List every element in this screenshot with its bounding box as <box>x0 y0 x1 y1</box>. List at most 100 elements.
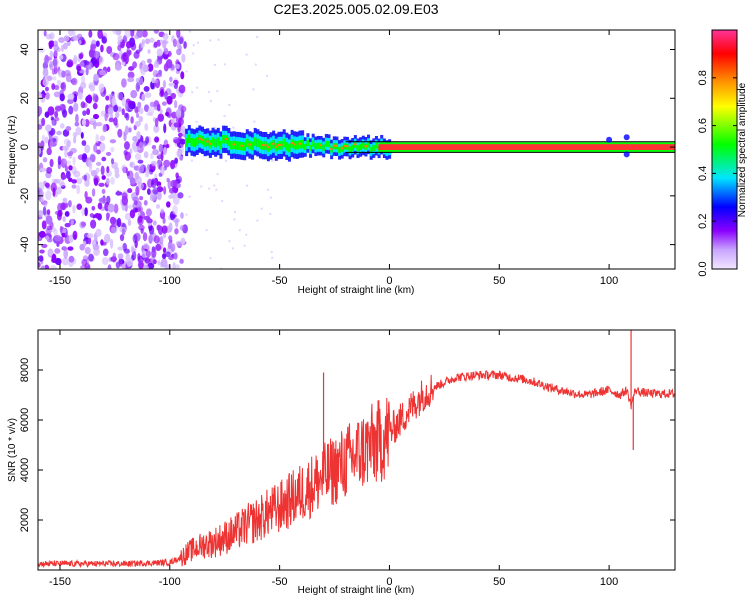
noise-speck <box>192 52 195 55</box>
noise-blob <box>61 231 66 238</box>
noise-blob <box>124 151 131 161</box>
noise-blob <box>162 39 167 49</box>
noise-blob <box>146 218 153 224</box>
figure-title: C2E3.2025.005.02.09.E03 <box>273 1 438 17</box>
noise-blob <box>93 143 98 153</box>
signal-inner <box>243 142 247 151</box>
noise-blob <box>159 108 163 115</box>
noise-blob <box>179 155 184 162</box>
noise-blob <box>163 123 167 134</box>
noise-blob <box>99 135 106 142</box>
noise-blob <box>72 230 78 240</box>
noise-blob <box>41 264 46 269</box>
noise-blob <box>110 226 117 234</box>
noise-blob <box>49 50 54 58</box>
y-tick-label: -20 <box>19 188 31 204</box>
noise-blob <box>135 82 141 92</box>
y-tick-label: 0 <box>19 144 31 150</box>
noise-blob <box>153 41 158 48</box>
noise-blob <box>62 109 68 118</box>
noise-blob <box>93 73 99 82</box>
noise-blob <box>161 101 167 106</box>
noise-speck <box>243 244 246 247</box>
noise-blob <box>152 149 160 156</box>
noise-speck <box>266 74 269 77</box>
noise-blob <box>130 245 135 254</box>
noise-blob <box>121 52 128 63</box>
noise-blob <box>80 101 86 109</box>
noise-blob <box>81 258 88 266</box>
signal-peak <box>261 144 265 147</box>
noise-speck <box>208 91 211 94</box>
noise-blob <box>127 77 135 83</box>
signal-inner <box>327 141 331 148</box>
noise-blob <box>164 251 171 258</box>
noise-blob <box>54 84 60 90</box>
x-tick-label: 50 <box>493 576 505 588</box>
noise-blob <box>74 121 80 127</box>
noise-blob <box>172 262 176 269</box>
noise-blob <box>78 39 82 45</box>
noise-blob <box>124 125 129 135</box>
spectrogram-x-ticks: -150 -100 -50 0 50 100 <box>49 30 618 287</box>
noise-blob <box>99 70 106 76</box>
noise-blob <box>56 130 62 136</box>
noise-blob <box>148 168 154 175</box>
signal-peak <box>293 143 297 146</box>
noise-blob <box>92 113 100 120</box>
noise-blob <box>53 44 59 52</box>
noise-blob <box>80 264 88 269</box>
noise-blob <box>179 225 185 231</box>
noise-blob <box>68 255 75 263</box>
noise-blob <box>180 71 185 80</box>
noise-blob <box>164 90 168 100</box>
noise-blob <box>102 248 109 257</box>
noise-speck <box>209 257 212 260</box>
noise-speck <box>223 114 226 117</box>
noise-blob <box>119 234 125 242</box>
noise-blob <box>152 79 159 84</box>
x-tick-label: -50 <box>272 576 288 588</box>
noise-blob <box>135 185 140 196</box>
noise-blob <box>46 225 53 231</box>
noise-blob <box>76 184 81 195</box>
noise-blob <box>67 246 74 251</box>
noise-blob <box>73 170 81 178</box>
noise-blob <box>57 202 63 212</box>
noise-blob <box>96 149 101 155</box>
noise-blob <box>126 50 131 58</box>
noise-blob <box>144 257 151 264</box>
signal-inner <box>251 141 255 151</box>
noise-blob <box>104 111 108 122</box>
noise-blob <box>173 252 178 260</box>
noise-blob <box>129 30 135 37</box>
signal-peak <box>248 143 252 146</box>
noise-speck <box>253 120 256 123</box>
noise-blob <box>176 48 182 56</box>
noise-blob <box>175 109 182 118</box>
noise-blob <box>135 49 141 54</box>
noise-blob <box>141 93 146 102</box>
noise-blob <box>162 32 169 41</box>
noise-blob <box>72 156 76 166</box>
noise-blob <box>156 48 163 57</box>
noise-blob <box>95 161 102 166</box>
noise-blob <box>46 167 53 174</box>
noise-blob <box>159 86 165 94</box>
noise-blob <box>75 113 79 124</box>
noise-blob <box>72 56 78 65</box>
noise-blob <box>179 138 186 145</box>
noise-blob <box>76 33 83 39</box>
noise-blob <box>64 222 71 228</box>
noise-speck <box>188 195 191 198</box>
noise-blob <box>42 157 48 163</box>
signal-inner <box>203 138 207 147</box>
noise-blob <box>84 246 91 255</box>
noise-blob <box>72 30 76 37</box>
noise-blob <box>65 202 69 208</box>
noise-blob <box>66 160 71 166</box>
y-tick-label: 40 <box>19 43 31 55</box>
x-tick-label: -100 <box>159 576 181 588</box>
noise-blob <box>68 165 73 171</box>
noise-blob <box>137 253 141 261</box>
